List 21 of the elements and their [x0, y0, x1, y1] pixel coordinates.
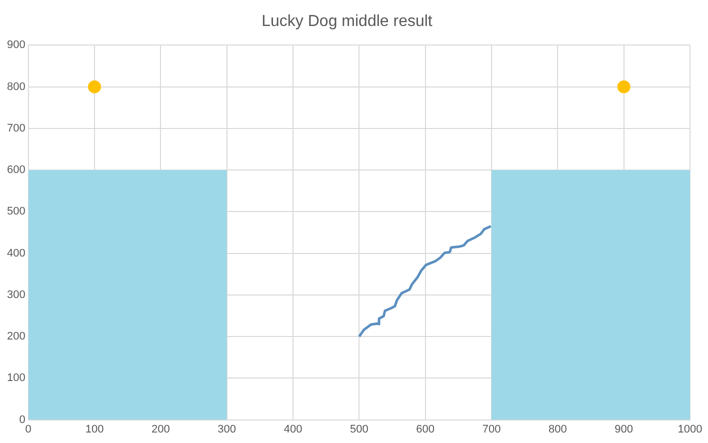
- x-tick-label: 300: [218, 423, 236, 436]
- y-tick-label: 700: [6, 122, 26, 134]
- y-tick-label: 600: [6, 164, 26, 176]
- x-tick-label: 900: [614, 423, 634, 436]
- y-tick-label: 100: [6, 372, 26, 384]
- x-tick-label: 200: [152, 423, 170, 436]
- y-tick-label: 400: [6, 247, 26, 260]
- y-tick-label: 900: [6, 39, 26, 52]
- y-tick-label: 300: [6, 288, 26, 301]
- y-tick-label: 500: [6, 206, 26, 218]
- x-tick-label: 700: [482, 423, 501, 436]
- x-tick-label: 600: [416, 423, 435, 436]
- y-tick-label: 800: [6, 80, 26, 93]
- x-tick-label: 400: [284, 423, 302, 436]
- chart-title: Lucky Dog middle result: [262, 13, 433, 30]
- y-tick-label: 200: [6, 330, 26, 343]
- y-tick-label: 0: [19, 414, 26, 426]
- x-tick-label: 100: [85, 423, 104, 436]
- x-tick-label: 1000: [678, 423, 702, 436]
- x-tick-label: 500: [350, 423, 368, 436]
- x-tick-label: 800: [548, 423, 567, 436]
